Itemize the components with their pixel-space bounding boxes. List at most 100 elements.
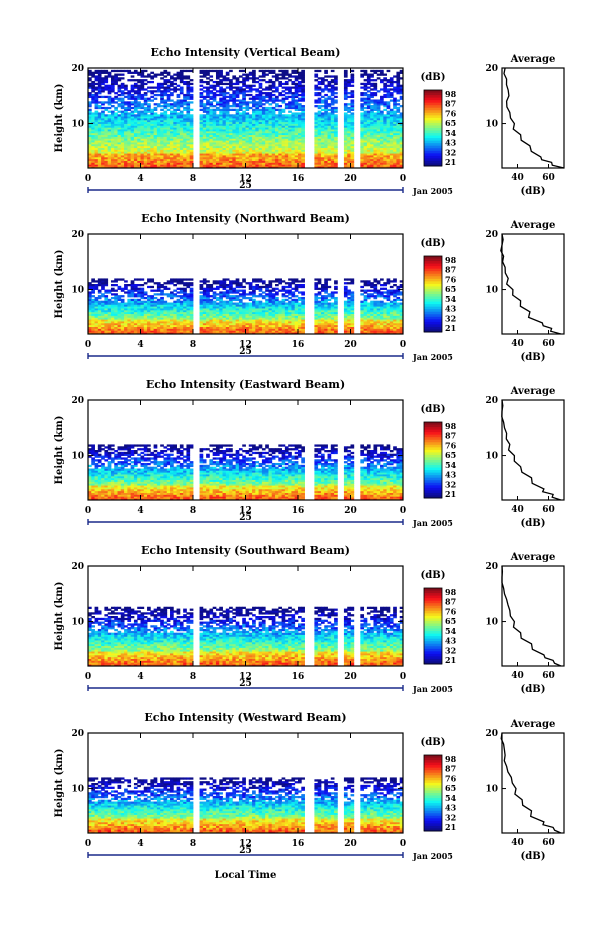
heatmap-cell bbox=[284, 164, 289, 167]
heatmap-cell bbox=[110, 129, 115, 132]
heatmap-cell bbox=[393, 103, 397, 106]
heatmap-cell bbox=[360, 166, 365, 169]
heatmap-cell bbox=[261, 99, 266, 102]
heatmap-cell bbox=[219, 127, 223, 130]
heatmap-cell bbox=[320, 136, 325, 139]
heatmap-cell bbox=[176, 330, 181, 333]
heatmap-cell bbox=[176, 142, 181, 145]
heatmap-cell bbox=[156, 328, 161, 331]
heatmap-cell bbox=[229, 295, 233, 298]
heatmap-cell bbox=[298, 71, 302, 74]
heatmap-cell bbox=[183, 153, 187, 156]
heatmap-cell bbox=[330, 93, 335, 97]
heatmap-cell bbox=[124, 308, 128, 311]
heatmap-cell bbox=[324, 114, 328, 117]
heatmap-cell bbox=[147, 322, 151, 326]
heatmap-cell bbox=[176, 136, 181, 139]
heatmap-cell bbox=[173, 105, 177, 108]
heatmap-cell bbox=[202, 326, 207, 329]
heatmap-cell bbox=[399, 118, 404, 121]
heatmap-cell bbox=[232, 151, 237, 154]
heatmap-cell bbox=[383, 84, 387, 87]
heatmap-cell bbox=[160, 296, 164, 300]
heatmap-cell bbox=[219, 317, 223, 320]
heatmap-cell bbox=[179, 90, 184, 93]
heatmap-cell bbox=[120, 311, 125, 315]
heatmap-cell bbox=[222, 106, 227, 110]
heatmap-cell bbox=[120, 136, 125, 139]
heatmap-cell bbox=[133, 106, 138, 110]
heatmap-cell bbox=[107, 140, 112, 143]
heatmap-cell bbox=[215, 129, 220, 132]
heatmap-cell bbox=[202, 110, 207, 113]
heatmap-cell bbox=[225, 330, 230, 333]
heatmap-cell bbox=[294, 155, 299, 158]
heatmap-cell bbox=[212, 160, 217, 163]
heatmap-cell bbox=[107, 317, 112, 320]
heatmap-cell bbox=[104, 166, 109, 169]
heatmap-cell bbox=[124, 160, 128, 163]
heatmap-cell bbox=[120, 156, 125, 160]
heatmap-cell bbox=[294, 93, 299, 97]
heatmap-cell bbox=[183, 313, 187, 316]
heatmap-cell bbox=[258, 162, 263, 165]
heatmap-cell bbox=[363, 132, 368, 136]
heatmap-cell bbox=[255, 164, 260, 167]
heatmap-cell bbox=[373, 129, 378, 132]
heatmap-cell bbox=[127, 309, 132, 313]
heatmap-cell bbox=[110, 164, 115, 167]
heatmap-cell bbox=[281, 153, 286, 156]
heatmap-cell bbox=[179, 88, 184, 91]
heatmap-cell bbox=[107, 156, 112, 160]
heatmap-cell bbox=[360, 123, 365, 126]
heatmap-cell bbox=[137, 149, 141, 152]
heatmap-cell bbox=[88, 308, 92, 311]
heatmap-cell bbox=[298, 142, 302, 145]
heatmap-cell bbox=[271, 129, 276, 132]
heatmap-cell bbox=[183, 315, 187, 318]
heatmap-cell bbox=[324, 149, 328, 152]
heatmap-cell bbox=[380, 118, 384, 121]
heatmap-cell bbox=[275, 149, 279, 152]
heatmap-cell bbox=[124, 132, 128, 136]
heatmap-cell bbox=[137, 132, 141, 136]
heatmap-cell bbox=[166, 293, 171, 296]
heatmap-cell bbox=[229, 164, 233, 167]
x-tick-label: 0 bbox=[85, 174, 91, 184]
heatmap-cell bbox=[97, 278, 102, 281]
heatmap-cell bbox=[140, 140, 145, 143]
heatmap-cell bbox=[114, 112, 118, 115]
heatmap-cell bbox=[117, 332, 122, 335]
heatmap-cell bbox=[143, 304, 148, 307]
heatmap-cell bbox=[94, 145, 99, 149]
heatmap-cell bbox=[143, 140, 148, 143]
heatmap-cell bbox=[347, 134, 351, 137]
heatmap-cell bbox=[206, 73, 210, 76]
heatmap-cell bbox=[291, 112, 296, 115]
heatmap-cell bbox=[294, 108, 299, 111]
heatmap-cell bbox=[370, 108, 374, 111]
heatmap-cell bbox=[252, 162, 256, 165]
heatmap-cell bbox=[130, 280, 135, 283]
heatmap-cell bbox=[389, 95, 394, 99]
heatmap-cell bbox=[366, 79, 371, 82]
heatmap-cell bbox=[393, 166, 397, 169]
heatmap-cell bbox=[219, 97, 223, 100]
heatmap-cell bbox=[110, 284, 115, 287]
heatmap-cell bbox=[130, 75, 135, 78]
heatmap-cell bbox=[215, 317, 220, 320]
heatmap-cell bbox=[202, 106, 207, 110]
heatmap-cell bbox=[130, 284, 135, 287]
heatmap-cell bbox=[238, 164, 243, 167]
heatmap-cell bbox=[330, 80, 335, 84]
heatmap-cell bbox=[399, 156, 404, 160]
heatmap-cell bbox=[110, 75, 115, 78]
heatmap-cell bbox=[163, 145, 168, 149]
heatmap-cell bbox=[97, 82, 102, 86]
heatmap-cell bbox=[153, 103, 158, 106]
heatmap-cell bbox=[170, 110, 174, 113]
heatmap-cell bbox=[373, 99, 378, 102]
heatmap-cell bbox=[97, 308, 102, 311]
heatmap-cell bbox=[215, 138, 220, 141]
heatmap-cell bbox=[140, 136, 145, 139]
